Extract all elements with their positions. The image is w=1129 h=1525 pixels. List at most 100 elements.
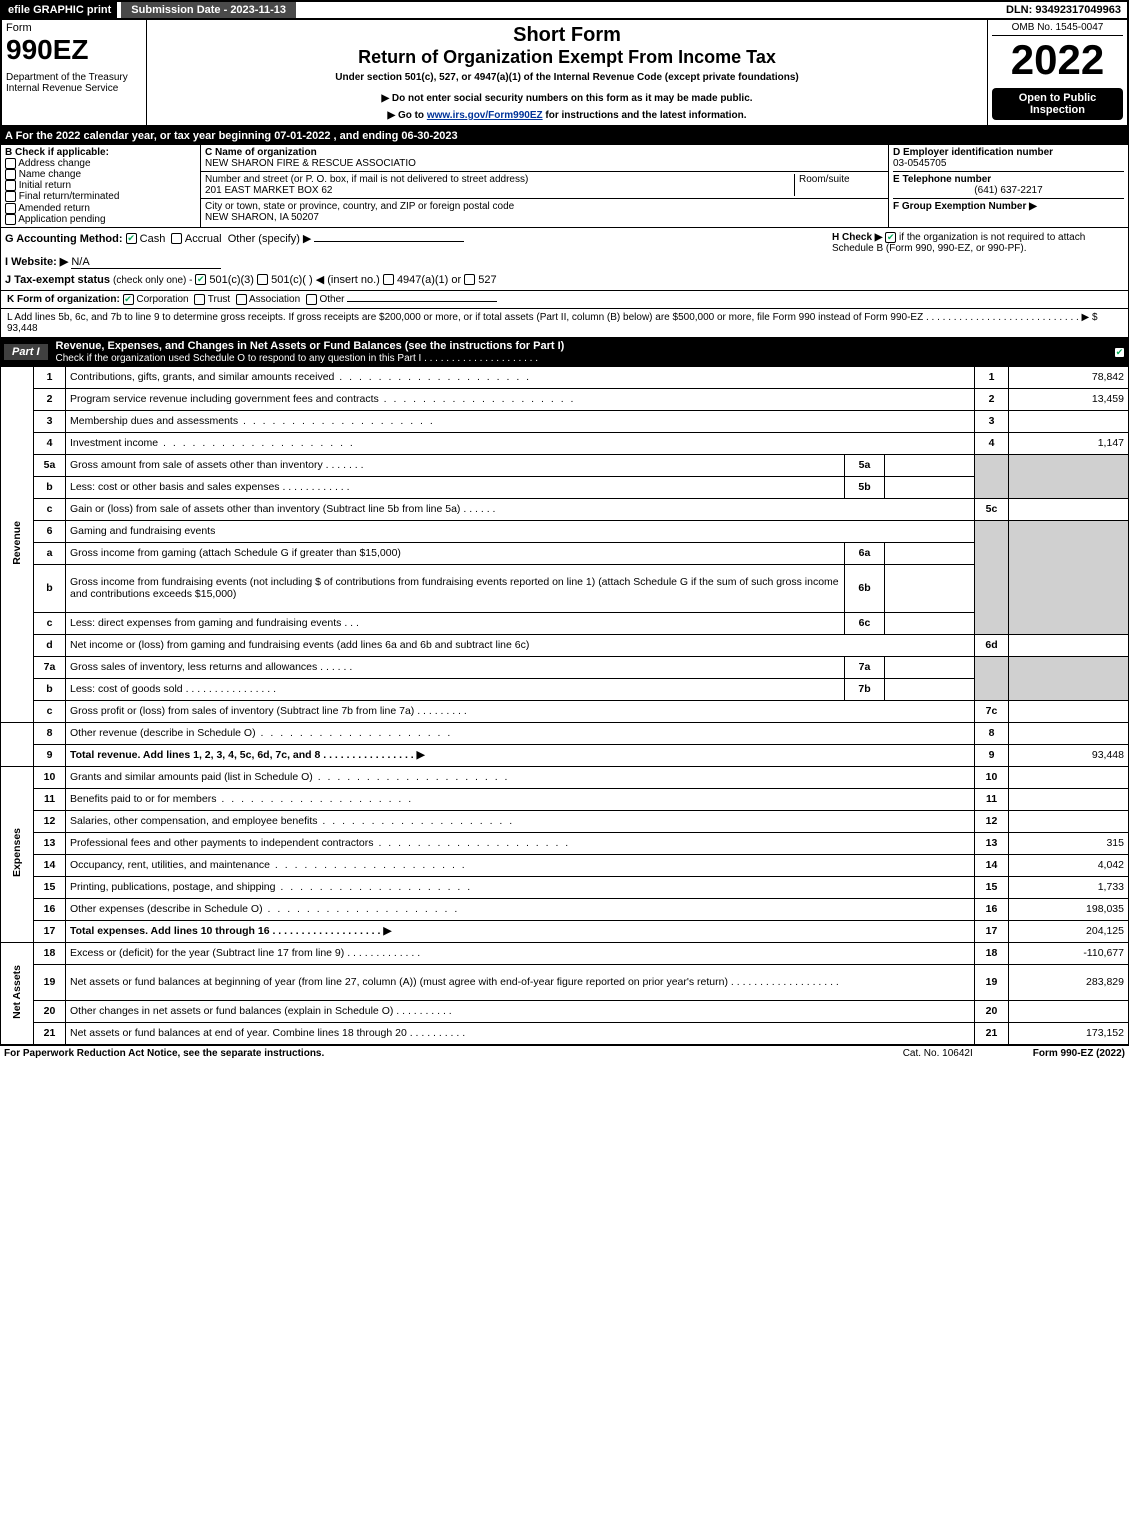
l20-txt: Other changes in net assets or fund bala… <box>70 1005 393 1017</box>
l9-num: 9 <box>34 744 66 766</box>
l7c-rnum: 7c <box>975 700 1009 722</box>
vtab-rev-cont <box>1 722 34 766</box>
chk-527[interactable] <box>464 274 475 285</box>
section-b: B Check if applicable: Address change Na… <box>1 145 201 227</box>
l12-amt <box>1009 810 1129 832</box>
l7a-txt: Gross sales of inventory, less returns a… <box>70 661 317 673</box>
l8-rnum: 8 <box>975 722 1009 744</box>
title-short-form: Short Form <box>153 24 981 47</box>
chk-trust[interactable] <box>194 294 205 305</box>
chk-501c[interactable] <box>257 274 268 285</box>
k-o3: Association <box>249 294 300 305</box>
goto-prefix: ▶ Go to <box>387 110 426 121</box>
l20-num: 20 <box>34 1000 66 1022</box>
l14-txt: Occupancy, rent, utilities, and maintena… <box>70 859 270 871</box>
org-name: NEW SHARON FIRE & RESCUE ASSOCIATIO <box>205 158 416 169</box>
f-label: F Group Exemption Number ▶ <box>893 201 1037 212</box>
b-title: B Check if applicable: <box>5 147 109 158</box>
title-sub: Under section 501(c), 527, or 4947(a)(1)… <box>153 72 981 83</box>
k-other-line <box>347 301 497 302</box>
l6-rshade <box>975 520 1009 634</box>
l17-txt: Total expenses. Add lines 10 through 16 … <box>70 925 391 937</box>
chk-accrual[interactable] <box>171 233 182 244</box>
l6a-txt: Gross income from gaming (attach Schedul… <box>66 542 845 564</box>
c-addr-label: Number and street (or P. O. box, if mail… <box>205 174 528 185</box>
l5c-rnum: 5c <box>975 498 1009 520</box>
part1-header: Part I Revenue, Expenses, and Changes in… <box>0 338 1129 366</box>
chk-initial-return[interactable] <box>5 180 16 191</box>
l6d-amt <box>1009 634 1129 656</box>
chk-other-org[interactable] <box>306 294 317 305</box>
part1-table: Revenue 1 Contributions, gifts, grants, … <box>0 366 1129 1045</box>
j-o2: 501(c)( ) ◀ (insert no.) <box>271 274 380 286</box>
l16-rnum: 16 <box>975 898 1009 920</box>
tax-year: 2022 <box>992 36 1123 84</box>
l5c-amt <box>1009 498 1129 520</box>
j-o3: 4947(a)(1) or <box>397 274 461 286</box>
irs-link[interactable]: www.irs.gov/Form990EZ <box>427 110 543 121</box>
l15-rnum: 15 <box>975 876 1009 898</box>
l16-amt: 198,035 <box>1009 898 1129 920</box>
l18-num: 18 <box>34 942 66 964</box>
org-addr: 201 EAST MARKET BOX 62 <box>205 185 332 196</box>
l7b-val <box>885 678 975 700</box>
foot-formno: Form 990-EZ (2022) <box>1033 1048 1125 1059</box>
l1-amt: 78,842 <box>1009 366 1129 388</box>
chk-application-pending[interactable] <box>5 214 16 225</box>
l21-rnum: 21 <box>975 1022 1009 1044</box>
l15-num: 15 <box>34 876 66 898</box>
l9-amt: 93,448 <box>1009 744 1129 766</box>
l7-rshade <box>975 656 1009 700</box>
l6b-num: b <box>34 564 66 612</box>
l13-amt: 315 <box>1009 832 1129 854</box>
l20-rnum: 20 <box>975 1000 1009 1022</box>
j-o1: 501(c)(3) <box>209 274 254 286</box>
chk-address-change[interactable] <box>5 158 16 169</box>
l3-txt: Membership dues and assessments <box>70 415 238 427</box>
room-label: Room/suite <box>799 174 850 185</box>
chk-amended-return[interactable] <box>5 203 16 214</box>
l18-amt: -110,677 <box>1009 942 1129 964</box>
chk-4947[interactable] <box>383 274 394 285</box>
org-city: NEW SHARON, IA 50207 <box>205 212 319 223</box>
chk-corp[interactable] <box>123 294 134 305</box>
l19-amt: 283,829 <box>1009 964 1129 1000</box>
chk-501c3[interactable] <box>195 274 206 285</box>
top-header-bar: efile GRAPHIC print Submission Date - 20… <box>0 0 1129 20</box>
k-label: K Form of organization: <box>7 294 120 305</box>
part1-tag: Part I <box>4 344 48 360</box>
l11-amt <box>1009 788 1129 810</box>
l8-num: 8 <box>34 722 66 744</box>
l14-rnum: 14 <box>975 854 1009 876</box>
l18-txt: Excess or (deficit) for the year (Subtra… <box>70 947 344 959</box>
l3-rnum: 3 <box>975 410 1009 432</box>
foot-catno: Cat. No. 10642I <box>903 1048 973 1059</box>
chk-h[interactable] <box>885 232 896 243</box>
l6-num: 6 <box>34 520 66 542</box>
chk-part1-scho[interactable] <box>1114 347 1125 358</box>
l5b-sub: 5b <box>845 476 885 498</box>
l6d-rnum: 6d <box>975 634 1009 656</box>
b-o4: Final return/terminated <box>19 192 120 203</box>
j-o4: 527 <box>478 274 496 286</box>
c-name-label: C Name of organization <box>205 147 317 158</box>
l15-amt: 1,733 <box>1009 876 1129 898</box>
l12-rnum: 12 <box>975 810 1009 832</box>
l12-txt: Salaries, other compensation, and employ… <box>70 815 317 827</box>
goto-line: ▶ Go to www.irs.gov/Form990EZ for instru… <box>153 110 981 121</box>
form-number: 990EZ <box>6 34 142 66</box>
l9-txt: Total revenue. Add lines 1, 2, 3, 4, 5c,… <box>70 749 425 761</box>
chk-assoc[interactable] <box>236 294 247 305</box>
form-label: Form <box>6 22 142 34</box>
l7b-num: b <box>34 678 66 700</box>
chk-name-change[interactable] <box>5 169 16 180</box>
l5c-txt: Gain or (loss) from sale of assets other… <box>70 503 460 515</box>
l6a-val <box>885 542 975 564</box>
l5a-sub: 5a <box>845 454 885 476</box>
chk-final-return[interactable] <box>5 191 16 202</box>
l1-rnum: 1 <box>975 366 1009 388</box>
chk-cash[interactable] <box>126 233 137 244</box>
l10-txt: Grants and similar amounts paid (list in… <box>70 771 313 783</box>
l6c-val <box>885 612 975 634</box>
l6b-sub: 6b <box>845 564 885 612</box>
